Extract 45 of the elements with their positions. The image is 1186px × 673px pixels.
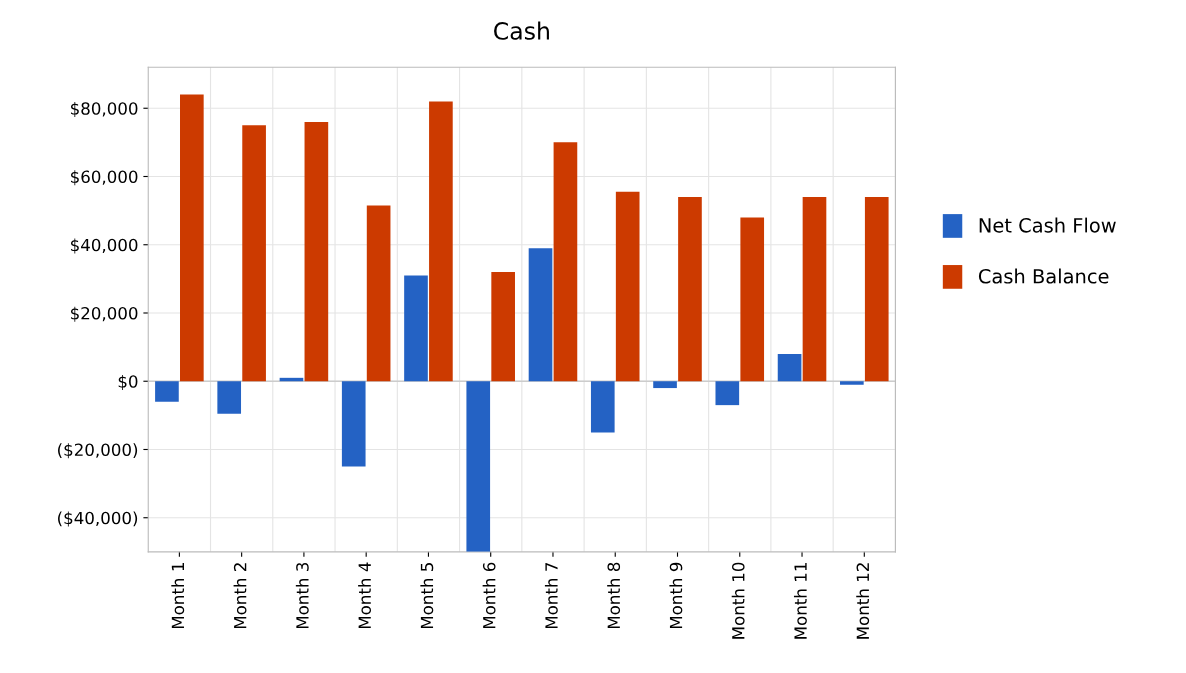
y-tick-label: $80,000 — [70, 101, 138, 118]
bar — [553, 142, 578, 382]
y-tick-label: ($20,000) — [58, 443, 138, 459]
x-tick-label: Month 7 — [544, 563, 558, 629]
y-tick-label: $60,000 — [70, 170, 138, 186]
x-tick-label: Month 12 — [856, 563, 870, 639]
bar — [528, 248, 553, 382]
x-tick-label: Month 1 — [171, 563, 185, 629]
x-tick-label: Month 4 — [358, 562, 372, 629]
bar — [615, 191, 640, 382]
bar — [341, 381, 366, 467]
y-tick-label: ($40,000) — [58, 511, 138, 527]
y-tick-label: $40,000 — [70, 238, 138, 254]
bar — [404, 275, 428, 382]
bar — [840, 381, 864, 385]
bar — [802, 196, 827, 382]
bar — [217, 381, 242, 414]
bar — [590, 381, 615, 433]
y-tick-label: $0 — [118, 374, 138, 391]
bar — [678, 196, 702, 382]
legend-label: Cash Balance — [978, 268, 1109, 284]
x-tick-label: Month 5 — [420, 563, 434, 629]
x-tick-label: Month 3 — [295, 562, 309, 629]
bar — [180, 94, 204, 382]
bar — [366, 205, 391, 382]
bar — [466, 381, 491, 552]
bar — [653, 381, 677, 389]
x-tick-label: Month 2 — [233, 563, 247, 629]
bar — [491, 272, 515, 382]
x-tick-label: Month 10 — [731, 562, 745, 639]
bar — [864, 196, 889, 382]
bar — [155, 381, 179, 402]
legend-label: Net Cash Flow — [979, 217, 1116, 233]
bar — [777, 353, 802, 382]
chart-title: Cash — [494, 21, 549, 40]
bar — [429, 101, 453, 382]
bar — [740, 217, 765, 382]
x-tick-label: Month 11 — [793, 563, 807, 639]
bar — [242, 125, 266, 382]
bar — [715, 381, 740, 406]
x-tick-label: Month 6 — [482, 562, 496, 629]
y-tick-label: $20,000 — [70, 306, 138, 322]
bar — [304, 121, 329, 382]
x-tick-label: Month 9 — [669, 562, 683, 629]
x-tick-label: Month 8 — [607, 562, 621, 629]
